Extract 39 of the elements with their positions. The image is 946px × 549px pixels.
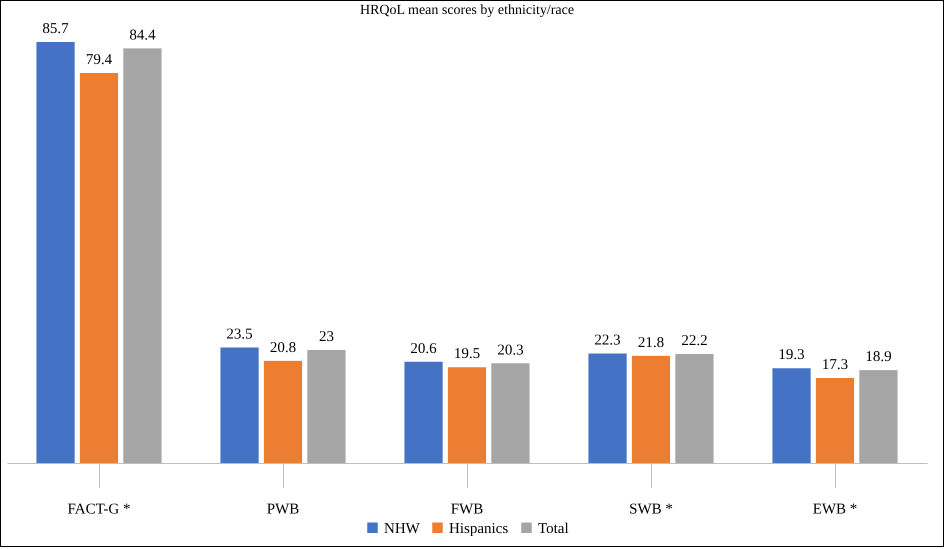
x-tick-label: PWB [266, 502, 300, 518]
data-label: 20.8 [270, 340, 296, 356]
data-label: 19.3 [778, 347, 805, 364]
legend-label: Hispanics [449, 520, 508, 537]
x-tick-label: EWB * [812, 502, 858, 518]
data-label: 18.9 [865, 349, 892, 366]
legend-label: NHW [384, 520, 421, 537]
bar [632, 356, 670, 463]
data-label: 22.3 [594, 332, 621, 348]
data-label: 20.3 [497, 342, 524, 358]
bar [307, 350, 346, 463]
bar [264, 360, 302, 463]
x-tick-label: FWB [450, 502, 484, 518]
data-label: 19.5 [454, 346, 480, 362]
bar [859, 370, 898, 463]
data-label: 23 [318, 329, 334, 346]
bar [448, 367, 486, 463]
bar [588, 353, 627, 463]
data-label: 22.2 [681, 332, 708, 349]
bar [772, 368, 811, 463]
x-tick-label: SWB * [629, 502, 673, 518]
x-tick-label: FACT-G * [68, 502, 130, 518]
bar [404, 362, 443, 463]
bar [220, 348, 259, 463]
data-label: 79.4 [86, 52, 113, 68]
legend-label: Total [538, 520, 569, 537]
bar [816, 378, 854, 463]
data-label: 84.4 [129, 27, 156, 44]
data-label: 20.6 [410, 340, 438, 357]
data-label: 85.7 [42, 21, 70, 37]
bar [675, 354, 714, 463]
data-label: 23.5 [226, 326, 253, 343]
data-label: 21.8 [638, 334, 664, 351]
bar [123, 48, 162, 463]
data-label: 17.3 [822, 357, 848, 374]
chart-title: HRQoL mean scores by ethnicity/race [360, 3, 574, 18]
bar [80, 72, 118, 463]
bar [36, 42, 75, 463]
bar [491, 363, 530, 463]
